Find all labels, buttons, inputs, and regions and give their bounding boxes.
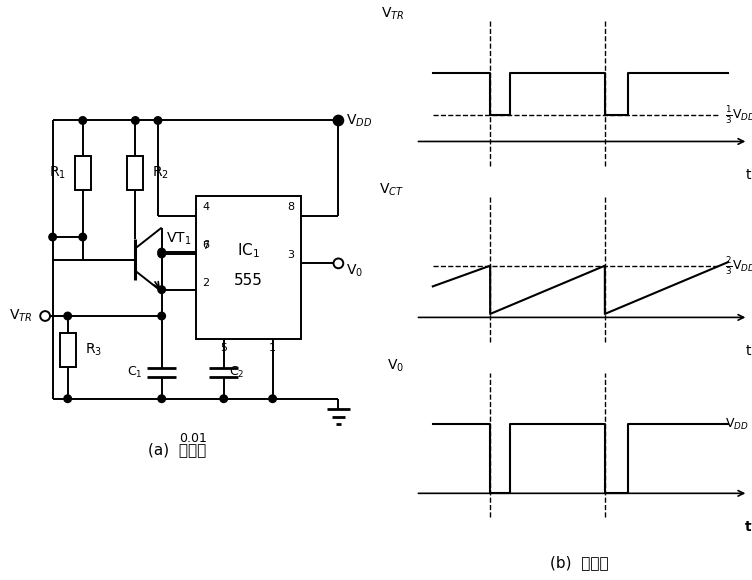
Text: (a)  电路图: (a) 电路图 xyxy=(147,442,206,457)
Text: V$_0$: V$_0$ xyxy=(387,358,404,374)
Text: $\frac{1}{3}$V$_{DD}$: $\frac{1}{3}$V$_{DD}$ xyxy=(725,104,752,126)
Bar xyxy=(127,156,143,190)
Text: R$_2$: R$_2$ xyxy=(153,165,169,182)
Text: VT$_1$: VT$_1$ xyxy=(166,231,192,247)
Text: t: t xyxy=(745,343,751,358)
Circle shape xyxy=(220,395,227,403)
Circle shape xyxy=(334,259,343,268)
Text: 8: 8 xyxy=(287,202,294,212)
Text: 5: 5 xyxy=(220,343,227,353)
Circle shape xyxy=(334,115,343,125)
Circle shape xyxy=(335,117,342,124)
Text: (b)  波形图: (b) 波形图 xyxy=(550,555,608,570)
Text: V$_{CT}$: V$_{CT}$ xyxy=(379,182,404,198)
Circle shape xyxy=(154,117,162,124)
Text: IC$_1$: IC$_1$ xyxy=(237,241,259,260)
Circle shape xyxy=(132,117,139,124)
Bar xyxy=(60,333,75,367)
Circle shape xyxy=(269,395,276,403)
Text: V$_{DD}$: V$_{DD}$ xyxy=(725,417,749,432)
Text: 6: 6 xyxy=(202,240,209,250)
Text: R$_1$: R$_1$ xyxy=(49,165,66,182)
Circle shape xyxy=(158,250,165,258)
Text: V$_{TR}$: V$_{TR}$ xyxy=(9,308,33,324)
Text: 2: 2 xyxy=(202,278,209,288)
Circle shape xyxy=(158,248,165,256)
Text: V$_0$: V$_0$ xyxy=(346,263,363,279)
Text: 555: 555 xyxy=(234,273,262,288)
Text: t: t xyxy=(745,520,751,534)
Circle shape xyxy=(64,312,71,320)
Circle shape xyxy=(64,395,71,403)
Circle shape xyxy=(41,311,50,321)
Bar xyxy=(196,195,301,339)
Circle shape xyxy=(158,312,165,320)
Circle shape xyxy=(79,233,86,241)
Circle shape xyxy=(158,286,165,293)
Text: 3: 3 xyxy=(287,251,294,260)
Circle shape xyxy=(79,117,86,124)
Text: C$_1$: C$_1$ xyxy=(127,365,143,380)
Text: t: t xyxy=(745,168,751,182)
Bar xyxy=(74,156,90,190)
Text: $\frac{2}{3}$V$_{DD}$: $\frac{2}{3}$V$_{DD}$ xyxy=(725,255,752,277)
Text: V$_{DD}$: V$_{DD}$ xyxy=(346,113,372,129)
Circle shape xyxy=(49,233,56,241)
Text: V$_{TR}$: V$_{TR}$ xyxy=(381,6,404,22)
Text: 4: 4 xyxy=(202,202,209,212)
Text: R$_3$: R$_3$ xyxy=(84,342,102,358)
Text: 0.01: 0.01 xyxy=(179,432,207,445)
Text: C$_2$: C$_2$ xyxy=(229,365,245,380)
Text: 1: 1 xyxy=(269,343,276,353)
Text: 7: 7 xyxy=(202,241,209,251)
Circle shape xyxy=(158,395,165,403)
